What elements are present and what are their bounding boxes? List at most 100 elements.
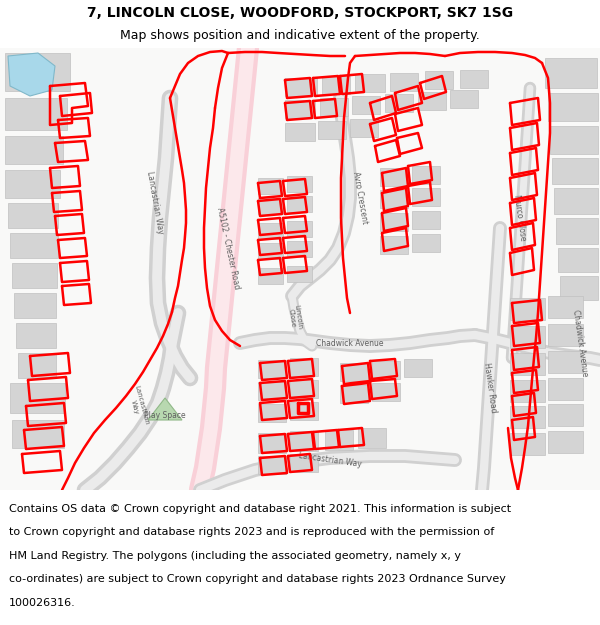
Bar [548, 324, 583, 346]
Bar [510, 353, 545, 375]
Bar [412, 234, 440, 252]
Bar [287, 196, 312, 212]
Bar [12, 263, 57, 288]
Bar [548, 351, 583, 373]
Bar [390, 73, 418, 91]
Bar [552, 158, 598, 184]
Text: 100026316.: 100026316. [9, 598, 76, 608]
Bar [258, 456, 286, 474]
Text: Lancastrian Way: Lancastrian Way [145, 171, 165, 235]
Bar [412, 211, 440, 229]
Bar [380, 213, 408, 231]
Bar [258, 243, 283, 259]
Text: Play Space: Play Space [144, 411, 186, 421]
Bar [352, 96, 380, 114]
Text: Map shows position and indicative extent of the property.: Map shows position and indicative extent… [120, 29, 480, 42]
Bar [320, 98, 348, 116]
Bar [418, 92, 446, 110]
Bar [5, 53, 70, 91]
Text: Lincoln
Close: Lincoln Close [287, 305, 303, 331]
Bar [285, 100, 315, 118]
Bar [258, 433, 286, 453]
Bar [425, 71, 453, 89]
Polygon shape [148, 398, 182, 420]
Bar [322, 76, 350, 94]
Bar [380, 190, 408, 208]
Bar [10, 383, 65, 413]
Bar [510, 406, 545, 428]
Text: HM Land Registry. The polygons (including the associated geometry, namely x, y: HM Land Registry. The polygons (includin… [9, 551, 461, 561]
Bar [372, 383, 400, 401]
Bar [450, 90, 478, 108]
Bar [287, 176, 312, 192]
Bar [510, 433, 545, 455]
Bar [380, 168, 408, 186]
Bar [548, 431, 583, 453]
Bar [287, 221, 312, 237]
Bar [510, 326, 545, 348]
Text: Contains OS data © Crown copyright and database right 2021. This information is : Contains OS data © Crown copyright and d… [9, 504, 511, 514]
Bar [290, 431, 318, 451]
Bar [5, 136, 63, 164]
Bar [558, 248, 598, 272]
Bar [258, 360, 286, 378]
Bar [385, 94, 413, 112]
Text: Avro Crescent: Avro Crescent [351, 171, 369, 225]
Bar [350, 119, 378, 137]
Text: Chadwick Avenue: Chadwick Avenue [571, 309, 589, 377]
Bar [285, 78, 317, 96]
Bar [5, 170, 60, 198]
Bar [548, 404, 583, 426]
Bar [10, 233, 58, 258]
Text: 7, LINCOLN CLOSE, WOODFORD, STOCKPORT, SK7 1SG: 7, LINCOLN CLOSE, WOODFORD, STOCKPORT, S… [87, 6, 513, 21]
Bar [290, 380, 318, 398]
Bar [8, 203, 58, 228]
Bar [258, 268, 283, 284]
Text: Lancastrian
Way: Lancastrian Way [127, 384, 149, 428]
Bar [372, 361, 400, 379]
Text: Lancastrian Way: Lancastrian Way [298, 451, 362, 469]
Bar [548, 378, 583, 400]
Bar [355, 74, 385, 92]
Bar [287, 241, 312, 257]
Bar [548, 296, 583, 318]
Bar [404, 359, 432, 377]
Text: co-ordinates) are subject to Crown copyright and database rights 2023 Ordnance S: co-ordinates) are subject to Crown copyr… [9, 574, 506, 584]
Bar [556, 218, 598, 244]
Bar [18, 353, 56, 378]
Polygon shape [8, 53, 55, 96]
Bar [510, 380, 545, 402]
Bar [340, 385, 368, 403]
Bar [5, 98, 67, 130]
Text: Chadwick Avenue: Chadwick Avenue [316, 339, 384, 348]
Bar [380, 236, 408, 254]
Bar [12, 420, 64, 448]
Bar [460, 70, 488, 88]
Bar [548, 93, 598, 121]
Text: to Crown copyright and database rights 2023 and is reproduced with the permissio: to Crown copyright and database rights 2… [9, 527, 494, 537]
Bar [325, 430, 353, 450]
Bar [258, 198, 283, 214]
Bar [14, 293, 56, 318]
Bar [554, 188, 598, 214]
Bar [16, 323, 56, 348]
Bar [545, 58, 597, 88]
Bar [358, 428, 386, 448]
Bar [340, 363, 368, 381]
Bar [412, 188, 440, 206]
Bar [560, 276, 598, 300]
Bar [412, 166, 440, 184]
Bar [290, 454, 318, 472]
Bar [290, 358, 318, 376]
Bar [285, 123, 315, 141]
Bar [258, 178, 283, 194]
Bar [290, 402, 318, 420]
Bar [510, 298, 545, 320]
Bar [550, 126, 598, 154]
Bar [318, 121, 346, 139]
Bar [258, 382, 286, 400]
Text: A5102 - Chester Road: A5102 - Chester Road [215, 206, 241, 290]
Bar [258, 404, 286, 422]
Text: Murco Close: Murco Close [512, 194, 527, 242]
Bar [287, 266, 312, 282]
